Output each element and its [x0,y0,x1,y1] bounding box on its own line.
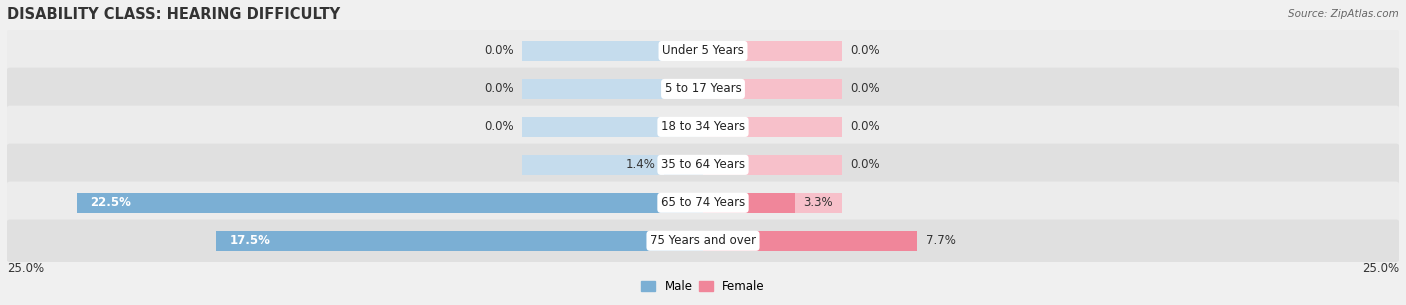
Text: 25.0%: 25.0% [1362,262,1399,275]
Text: 22.5%: 22.5% [90,196,131,209]
Bar [703,231,917,251]
Bar [703,231,842,251]
Text: DISABILITY CLASS: HEARING DIFFICULTY: DISABILITY CLASS: HEARING DIFFICULTY [7,7,340,22]
Bar [522,231,703,251]
Bar [703,117,842,137]
Text: 5 to 17 Years: 5 to 17 Years [665,82,741,95]
Text: 17.5%: 17.5% [229,234,270,247]
Text: 7.7%: 7.7% [925,234,956,247]
Bar [703,193,794,213]
Text: Source: ZipAtlas.com: Source: ZipAtlas.com [1288,9,1399,19]
Text: 75 Years and over: 75 Years and over [650,234,756,247]
Text: 18 to 34 Years: 18 to 34 Years [661,120,745,133]
FancyBboxPatch shape [7,144,1399,186]
Bar [664,155,703,175]
Text: Under 5 Years: Under 5 Years [662,45,744,57]
FancyBboxPatch shape [7,68,1399,110]
Bar [703,41,842,61]
Text: 0.0%: 0.0% [484,120,513,133]
Bar [522,41,703,61]
Bar [703,79,842,99]
Text: 65 to 74 Years: 65 to 74 Years [661,196,745,209]
Text: 25.0%: 25.0% [7,262,44,275]
Bar [703,193,842,213]
Bar [76,193,703,213]
Text: 0.0%: 0.0% [851,120,880,133]
Text: 0.0%: 0.0% [851,82,880,95]
Bar [522,193,703,213]
Bar [522,155,703,175]
Legend: Male, Female: Male, Female [637,275,769,297]
FancyBboxPatch shape [7,106,1399,148]
FancyBboxPatch shape [7,220,1399,262]
FancyBboxPatch shape [7,30,1399,72]
Text: 0.0%: 0.0% [851,45,880,57]
Bar [703,155,842,175]
Text: 3.3%: 3.3% [803,196,832,209]
Text: 1.4%: 1.4% [626,158,655,171]
Text: 0.0%: 0.0% [851,158,880,171]
Text: 35 to 64 Years: 35 to 64 Years [661,158,745,171]
Text: 0.0%: 0.0% [484,45,513,57]
Text: 0.0%: 0.0% [484,82,513,95]
FancyBboxPatch shape [7,181,1399,224]
Bar [522,79,703,99]
Bar [215,231,703,251]
Bar [522,117,703,137]
